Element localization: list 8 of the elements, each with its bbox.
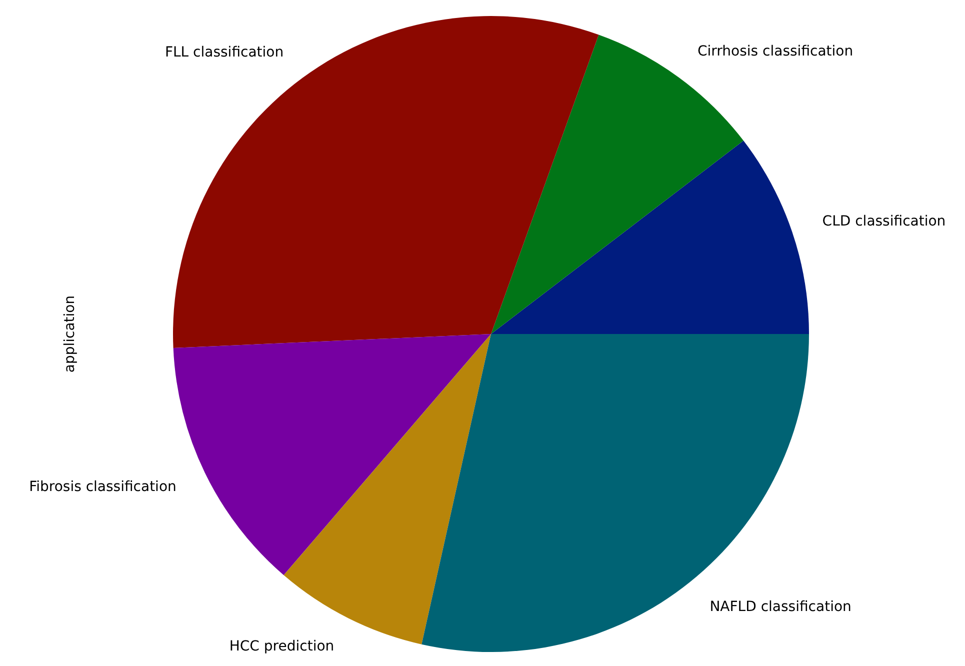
slice-label: Cirrhosis classification: [697, 44, 854, 60]
slice-label: HCC prediction: [229, 638, 334, 655]
text: application: [62, 295, 78, 373]
slice-label: Fibrosis classification: [29, 478, 176, 495]
slice-label: FLL classification: [164, 44, 284, 60]
slice-label: CLD classification: [822, 214, 946, 230]
pie-slice: [491, 140, 809, 334]
slice-label: NAFLD classification: [710, 598, 852, 615]
